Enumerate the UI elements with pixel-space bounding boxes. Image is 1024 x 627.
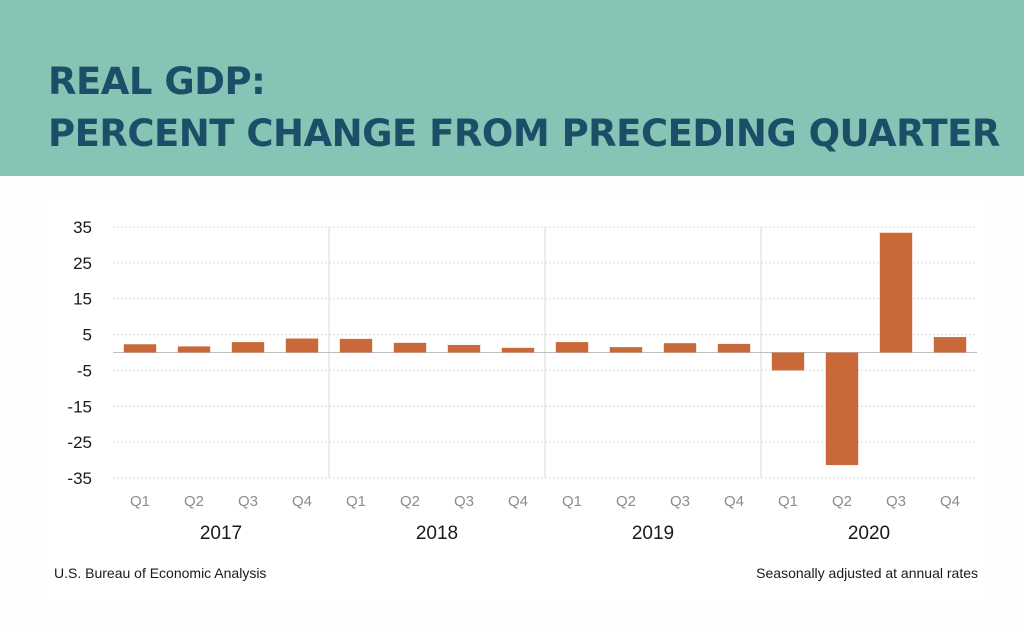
x-quarter-label: Q3 [886,493,906,510]
x-quarter-label: Q4 [940,493,960,510]
y-tick-label: 5 [83,326,92,345]
chart-title-line-1: REAL GDP: [48,60,266,103]
bar-11 [663,343,697,353]
bar-1 [123,344,157,353]
x-quarter-label: Q3 [238,493,258,510]
title-banner: REAL GDP: PERCENT CHANGE FROM PRECEDING … [0,0,1024,176]
source-note: U.S. Bureau of Economic Analysis [54,565,267,581]
x-quarter-label: Q4 [724,493,744,510]
x-quarter-label: Q1 [346,493,366,510]
bar-7 [447,344,481,353]
x-quarter-label: Q1 [130,493,150,510]
bar-6 [393,342,427,353]
x-quarter-label: Q2 [616,493,636,510]
x-year-label: 2017 [200,523,242,544]
bar-3 [231,342,265,353]
bar-10 [609,347,643,353]
bar-15 [879,232,913,353]
chart-title: REAL GDP: PERCENT CHANGE FROM PRECEDING … [48,56,1000,160]
rate-note: Seasonally adjusted at annual rates [756,565,978,581]
x-year-label: 2018 [416,523,458,544]
bar-8 [501,347,535,353]
x-quarter-label: Q3 [670,493,690,510]
y-tick-label: 35 [73,218,92,237]
bar-13 [771,352,805,371]
bar-12 [717,343,751,353]
bar-16 [933,337,967,353]
chart-title-line-2: PERCENT CHANGE FROM PRECEDING QUARTER [48,112,1000,155]
bar-2 [177,346,211,353]
x-quarter-label: Q2 [184,493,204,510]
y-tick-label: -35 [67,469,92,488]
y-tick-label: -25 [67,433,92,452]
x-quarter-label: Q1 [778,493,798,510]
x-quarter-label: Q2 [400,493,420,510]
x-year-label: 2019 [632,523,674,544]
x-quarter-label: Q4 [508,493,528,510]
bar-9 [555,342,589,353]
x-year-label: 2020 [848,523,890,544]
x-quarter-label: Q3 [454,493,474,510]
x-quarter-label: Q1 [562,493,582,510]
y-tick-label: 25 [73,254,92,273]
y-tick-label: -5 [77,361,92,380]
bar-4 [285,338,319,353]
x-quarter-label: Q2 [832,493,852,510]
y-tick-label: -15 [67,397,92,416]
x-quarter-label: Q4 [292,493,312,510]
y-tick-label: 15 [73,290,92,309]
bar-14 [825,352,859,466]
bar-5 [339,338,373,353]
